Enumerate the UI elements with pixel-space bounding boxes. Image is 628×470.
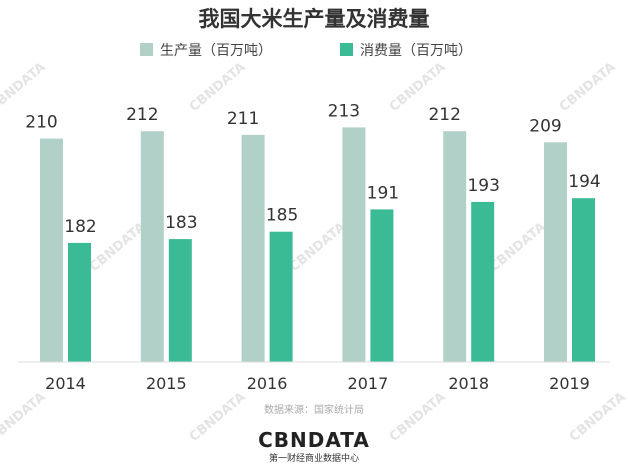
x-tick-label-2017: 2017 <box>348 374 389 393</box>
value-label-production-2017: 213 <box>328 101 360 121</box>
bar-production-2016 <box>241 134 265 362</box>
value-label-consumption-2017: 191 <box>367 183 399 203</box>
x-tick-labels-group: 2014 2015 2016 2017 2018 2019 <box>45 374 590 393</box>
legend-label-production: 生产量（百万吨） <box>160 43 272 59</box>
value-label-production-2015: 212 <box>126 105 158 125</box>
x-tick-label-2016: 2016 <box>247 374 288 393</box>
value-label-consumption-2016: 185 <box>266 206 298 226</box>
bar-production-2019 <box>544 142 567 362</box>
bar-consumption-2017 <box>370 209 394 362</box>
footer-logo: CBNDATA 第一财经商业数据中心 <box>258 428 370 464</box>
value-label-consumption-2014: 182 <box>64 217 96 237</box>
value-label-consumption-2018: 193 <box>467 176 499 196</box>
watermark-6: CBNDATA <box>487 220 549 275</box>
bar-consumption-2016 <box>269 231 293 362</box>
footer-logo-subtitle: 第一财经商业数据中心 <box>269 452 359 464</box>
bar-production-2017 <box>342 127 366 363</box>
bar-consumption-2018 <box>471 201 495 362</box>
bars-group <box>40 127 595 363</box>
legend-label-consumption: 消费量（百万吨） <box>360 43 472 59</box>
bar-production-2018 <box>443 131 467 362</box>
bar-consumption-2015 <box>168 239 192 362</box>
bar-consumption-2019 <box>572 198 595 362</box>
value-label-consumption-2015: 183 <box>165 213 197 233</box>
x-tick-label-2014: 2014 <box>45 374 86 393</box>
legend-swatch-production <box>140 43 153 56</box>
source-note: 数据来源：国家统计局 <box>264 403 364 416</box>
watermark-3: CBNDATA <box>557 60 619 115</box>
watermark-1: CBNDATA <box>187 60 249 115</box>
value-label-production-2014: 210 <box>25 113 57 133</box>
watermark-7: CBNDATA <box>0 390 49 445</box>
value-label-consumption-2019: 194 <box>568 172 600 192</box>
value-label-production-2019: 209 <box>529 116 561 136</box>
footer-logo-text: CBNDATA <box>258 428 370 452</box>
x-tick-label-2019: 2019 <box>549 374 590 393</box>
bar-production-2015 <box>140 131 164 362</box>
value-label-production-2018: 212 <box>428 105 460 125</box>
bar-consumption-2014 <box>68 242 91 362</box>
watermark-10: CBNDATA <box>567 390 628 445</box>
x-tick-label-2018: 2018 <box>448 374 489 393</box>
value-label-production-2016: 211 <box>227 109 259 129</box>
legend: 生产量（百万吨） 消费量（百万吨） <box>140 43 472 59</box>
value-labels-group: 210 182 212 183 211 185 213 191 212 193 209 194 <box>25 101 600 237</box>
bar-production-2014 <box>40 138 63 362</box>
watermark-5: CBNDATA <box>287 220 349 275</box>
legend-swatch-consumption <box>340 43 353 56</box>
chart-title: 我国大米生产量及消费量 <box>199 7 430 31</box>
x-tick-label-2015: 2015 <box>146 374 187 393</box>
watermark-0: CBNDATA <box>0 60 49 115</box>
watermark-9: CBNDATA <box>387 390 449 445</box>
watermark-8: CBNDATA <box>187 390 249 445</box>
